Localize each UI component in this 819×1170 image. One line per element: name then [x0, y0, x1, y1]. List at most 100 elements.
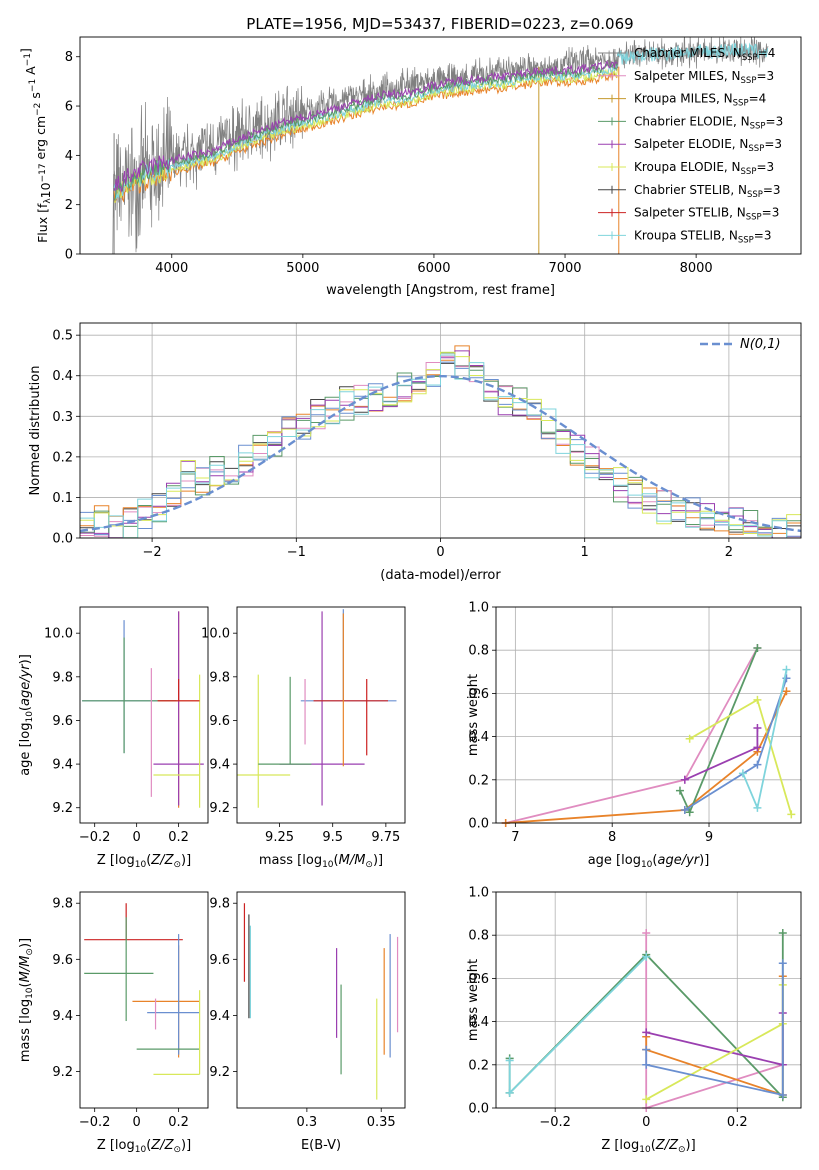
y-tick-label: 9.6 — [209, 714, 230, 729]
y-tick-label: 0.2 — [52, 450, 73, 465]
series-marker — [753, 723, 762, 732]
axes-frame — [495, 606, 802, 824]
x-tick-label: −0.2 — [79, 1115, 111, 1130]
y-tick-label: 10.0 — [44, 627, 73, 642]
x-axis-label: Z [log10(Z/Z⊙)] — [601, 1138, 695, 1155]
y-axis-label: mass weight — [466, 959, 481, 1041]
y-tick-label: 0.4 — [52, 369, 73, 384]
x-axis-label: age [log10(age/yr)] — [588, 853, 710, 870]
series-line — [645, 984, 784, 1101]
y-tick-label: 9.2 — [209, 801, 230, 816]
errorbar-point — [153, 611, 204, 806]
legend-label: Salpeter STELIB, NSSP=3 — [634, 206, 779, 223]
series-line — [645, 963, 784, 1097]
mass_vs_ebv-chart: 0.3 0.35 9.2 9.4 9.6 9.8 E(B-V) — [209, 891, 406, 1153]
y-tick-label: 0.5 — [52, 329, 73, 344]
series-marker — [778, 1091, 787, 1100]
spectrum-legend: Chabrier MILES, NSSP=4 Salpeter MILES, NS… — [598, 46, 783, 245]
x-axis-label: Z [log10(Z/Z⊙)] — [97, 1138, 191, 1155]
series-marker — [787, 810, 796, 819]
y-tick-label: 4 — [65, 149, 73, 164]
errorbar-point — [84, 903, 183, 941]
y-tick-label: 0.0 — [52, 532, 73, 547]
axes-frame — [79, 322, 802, 539]
axes-frame — [236, 891, 406, 1109]
errorbar-point — [84, 917, 154, 1022]
series-marker — [680, 775, 689, 784]
axes-frame — [79, 891, 209, 1109]
series-line — [508, 956, 647, 1096]
x-tick-label: 7 — [511, 830, 519, 845]
series-marker — [778, 959, 787, 968]
y-tick-label: 1.0 — [468, 601, 489, 616]
spectrum-data-line — [112, 37, 769, 254]
series-line — [645, 933, 784, 1110]
series-line — [505, 690, 788, 824]
x-tick-label: −2 — [143, 545, 162, 560]
series-marker — [738, 769, 747, 778]
y-axis-label: Flux [fλ10−17 erg cm−2 s−1 A−1] — [18, 48, 53, 243]
series-marker — [642, 929, 651, 938]
y-tick-label: 9.4 — [52, 1009, 73, 1024]
legend-label: Salpeter ELODIE, NSSP=3 — [634, 137, 782, 154]
y-tick-label: 9.6 — [52, 953, 73, 968]
x-axis-label: wavelength [Angstrom, rest frame] — [326, 283, 555, 298]
legend-label: Kroupa ELODIE, NSSP=3 — [634, 160, 774, 177]
y-tick-label: 1.0 — [468, 886, 489, 901]
series-marker — [778, 929, 787, 938]
y-tick-label: 9.2 — [52, 801, 73, 816]
errorbar-point — [82, 620, 177, 754]
y-tick-label: 0.1 — [52, 491, 73, 506]
series-line — [742, 669, 788, 811]
y-tick-label: 0.4 — [468, 730, 489, 745]
errorbar-point — [153, 990, 201, 1075]
errorbar-point — [157, 679, 200, 702]
y-tick-label: 10.0 — [201, 627, 230, 642]
residuals-chart: −2 −1 0 1 2 0.0 0.1 0.2 0.3 0.4 0.5 (data-model)/er… — [28, 322, 802, 583]
series-marker — [505, 1088, 514, 1097]
x-tick-label: 0.3 — [297, 1115, 318, 1130]
series-marker — [753, 803, 762, 812]
x-axis-label: E(B-V) — [301, 1138, 341, 1153]
y-tick-label: 0.2 — [468, 1058, 489, 1073]
y-tick-label: 9.4 — [209, 1009, 230, 1024]
series-line — [505, 647, 759, 824]
y-axis-label: Normed distribution — [28, 366, 43, 496]
x-tick-label: −0.2 — [539, 1115, 571, 1130]
y-tick-label: 2 — [65, 198, 73, 213]
y-tick-label: 0.3 — [52, 410, 73, 425]
axes-frame — [79, 606, 209, 824]
x-tick-label: 9.25 — [265, 830, 294, 845]
y-tick-label: 0.0 — [468, 1102, 489, 1117]
y-tick-label: 9.6 — [209, 953, 230, 968]
y-tick-label: 9.4 — [52, 758, 73, 773]
y-tick-label: 9.8 — [209, 670, 230, 685]
x-tick-label: 0.35 — [367, 1115, 396, 1130]
y-tick-label: 0.2 — [468, 773, 489, 788]
series-marker — [685, 808, 694, 817]
x-tick-label: 0 — [133, 830, 141, 845]
gaussian-curve — [80, 375, 801, 533]
x-axis-label: Z [log10(Z/Z⊙)] — [97, 853, 191, 870]
axes-frame — [495, 891, 802, 1109]
series-marker — [753, 743, 762, 752]
x-tick-label: 7000 — [548, 261, 581, 276]
series-marker — [685, 734, 694, 743]
errorbar-point — [147, 934, 200, 1055]
y-tick-label: 0.6 — [468, 687, 489, 702]
x-tick-label: 0 — [133, 1115, 141, 1130]
errorbar-point — [82, 637, 177, 754]
y-tick-label: 9.4 — [209, 758, 230, 773]
x-tick-label: 2 — [725, 545, 733, 560]
y-tick-label: 0.8 — [468, 929, 489, 944]
histogram-step — [80, 354, 801, 538]
y-tick-label: 0.0 — [468, 817, 489, 832]
y-tick-label: 9.8 — [52, 897, 73, 912]
x-tick-label: 0.2 — [727, 1115, 748, 1130]
series-marker — [505, 1056, 514, 1065]
x-tick-label: 8 — [608, 830, 616, 845]
x-tick-label: 1 — [581, 545, 589, 560]
spectrum-model-line — [113, 68, 618, 204]
x-tick-label: −0.2 — [79, 830, 111, 845]
